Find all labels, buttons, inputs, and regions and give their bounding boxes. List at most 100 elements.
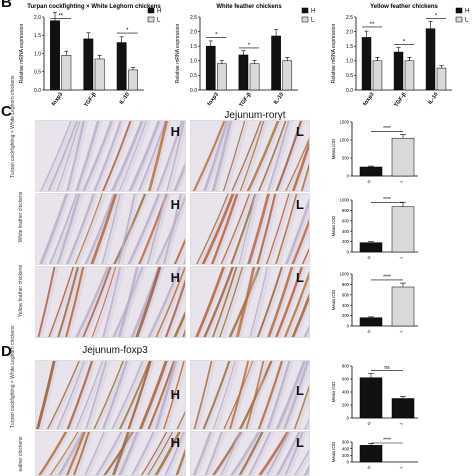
y-tick-label: 800 (342, 282, 350, 287)
bar (360, 243, 382, 252)
tissue-image (36, 121, 185, 191)
micrograph-d-white-l: L (190, 431, 310, 476)
category-label: TGF-β (238, 91, 253, 108)
bar (84, 39, 93, 90)
y-tick-label: 800 (342, 208, 350, 213)
bar (373, 61, 382, 90)
significance-mark: **** (383, 197, 391, 203)
row-label-yellow-feather: Yellow feather chickens (18, 260, 24, 322)
micrograph-letter: L (296, 435, 304, 450)
y-tick-label: 1500 (340, 120, 350, 125)
category-label: L (398, 420, 404, 425)
tissue-image (36, 361, 185, 429)
significance-mark: **** (383, 126, 391, 132)
expression-chart-turpan: Turpan cockfighting × White Leghorn chic… (14, 0, 166, 108)
tissue-image (191, 361, 309, 429)
panel-letter-b: B (1, 0, 12, 11)
tissue-image (191, 432, 309, 475)
legend-swatch (148, 17, 154, 22)
bar (62, 55, 71, 90)
y-tick-label: 1.0 (346, 59, 353, 65)
category-label: IL-10 (119, 92, 131, 106)
y-tick-label: 1.5 (346, 44, 353, 50)
bar (360, 378, 382, 418)
y-tick-label: 1.0 (190, 59, 197, 65)
y-tick-label: 2.0 (346, 29, 353, 35)
bar (437, 68, 446, 90)
micrograph-c-turpan-h: H (35, 120, 186, 192)
legend-label: L (465, 18, 469, 24)
micrograph-d-turpan-h: H (35, 360, 186, 430)
bar (283, 61, 292, 90)
bar (239, 55, 248, 90)
y-tick-label: 1000 (340, 198, 350, 203)
category-label: L (398, 254, 404, 259)
legend-swatch (302, 8, 308, 13)
y-axis-label: Mean IOD (331, 138, 336, 159)
micrograph-c-white-h: H (35, 193, 186, 265)
y-tick-label: 400 (342, 229, 350, 234)
y-tick-label: 0.0 (190, 88, 197, 94)
legend-swatch (302, 17, 308, 22)
legend-swatch (148, 8, 154, 13)
category-label: TGF-β (83, 91, 98, 108)
y-axis-label: Mean IOD (331, 215, 336, 236)
bar (128, 70, 137, 90)
row-label-turpan: Turpan cockfighting × White Leghorn chic… (10, 116, 16, 178)
tissue-image (36, 432, 185, 475)
bar (50, 21, 59, 90)
y-axis-label: Mean IOD (331, 381, 336, 402)
tissue-image (191, 121, 309, 191)
y-tick-label: 400 (342, 446, 350, 451)
bar (394, 52, 403, 90)
expression-chart-yellow-feather: Yellow feather chickens0.00.51.01.52.02.… (326, 0, 474, 108)
tissue-image (191, 267, 309, 337)
category-label: H (366, 179, 372, 184)
legend-label: H (311, 9, 315, 15)
category-label: foxp3 (51, 92, 64, 107)
y-tick-label: 1.0 (34, 51, 41, 57)
legend-label: H (157, 9, 161, 15)
bar (392, 138, 414, 176)
y-axis-label: Relative mRNA expression (19, 24, 25, 84)
tissue-image (36, 194, 185, 264)
micrograph-c-yellow-l: L (190, 266, 310, 338)
y-tick-label: 600 (342, 377, 350, 382)
y-tick-label: 200 (342, 239, 350, 244)
chart-title: Yellow feather chickens (370, 4, 438, 10)
category-label: H (366, 255, 372, 260)
y-tick-label: 0 (347, 460, 350, 465)
legend-label: H (465, 9, 469, 15)
category-label: TGF-β (393, 91, 408, 108)
y-tick-label: 2.0 (190, 29, 197, 35)
y-tick-label: 2.5 (190, 15, 197, 21)
expression-chart-white-feather: White feather chickens0.00.51.01.52.02.5… (170, 0, 320, 108)
bar (95, 59, 104, 90)
legend-swatch (456, 8, 462, 13)
micrograph-c-turpan-l: L (190, 120, 310, 192)
micrograph-letter: H (171, 435, 180, 450)
y-tick-label: 0 (347, 174, 350, 179)
micrograph-d-turpan-l: L (190, 360, 310, 430)
bar (272, 36, 281, 90)
category-label: L (398, 178, 404, 183)
row-label-d-turpan: Turpan cockfighting × White Leghorn chic… (10, 366, 16, 428)
bar (117, 43, 126, 90)
y-tick-label: 200 (342, 453, 350, 458)
y-tick-label: 2.5 (346, 15, 353, 21)
tissue-image (36, 267, 185, 337)
significance-mark: **** (383, 438, 391, 444)
tissue-image (191, 194, 309, 264)
y-tick-label: 1000 (340, 272, 350, 277)
micrograph-letter: H (171, 197, 180, 212)
y-tick-label: 0.5 (346, 73, 353, 79)
bar (360, 318, 382, 326)
category-label: L (398, 328, 404, 333)
micrograph-letter: L (296, 270, 304, 285)
bar (250, 64, 259, 90)
y-tick-label: 800 (342, 364, 350, 369)
